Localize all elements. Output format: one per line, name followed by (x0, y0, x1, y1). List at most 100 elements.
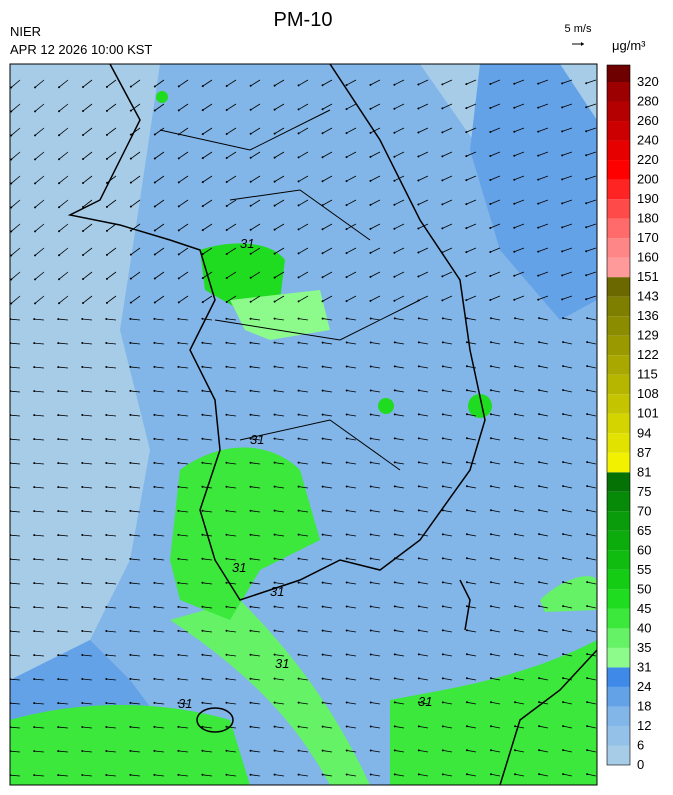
wind-arrow-head (57, 318, 60, 321)
wind-arrow (226, 103, 237, 111)
wind-arrow (490, 557, 501, 561)
wind-arrow (202, 678, 213, 681)
wind-arrow-head (249, 437, 252, 440)
wind-arrow (202, 510, 213, 513)
wind-arrow (82, 630, 93, 633)
wind-arrow (490, 389, 501, 393)
wind-arrow (226, 438, 237, 441)
wind-arrow-head (562, 653, 565, 656)
wind-arrow-head (33, 654, 36, 657)
wind-arrow-head (273, 605, 276, 608)
wind-arrow-head (81, 414, 84, 417)
wind-arrow-head (58, 254, 61, 257)
wind-arrow-head (514, 653, 517, 656)
wind-arrow-head (297, 389, 300, 392)
wind-arrow-head (538, 437, 541, 440)
wind-arrow (418, 605, 429, 609)
wind-arrow-head (81, 366, 84, 369)
legend-label: 70 (637, 503, 651, 518)
wind-arrow-head (249, 653, 252, 656)
wind-arrow (202, 199, 213, 207)
wind-arrow-head (201, 461, 204, 464)
wind-arrow (514, 103, 525, 109)
wind-arrow (586, 199, 597, 204)
wind-arrow (466, 725, 477, 729)
wind-arrow-head (201, 725, 204, 728)
wind-arrow-head (34, 230, 37, 233)
wind-arrow-head (297, 773, 300, 776)
wind-arrow (490, 485, 501, 489)
wind-arrow-head (249, 341, 252, 344)
wind-arrow-head (33, 390, 36, 393)
wind-arrow (226, 223, 237, 231)
wind-scale-head (581, 42, 584, 46)
wind-arrow (442, 127, 453, 133)
wind-arrow (106, 582, 117, 585)
wind-arrow (202, 318, 213, 321)
wind-arrow-head (82, 86, 85, 89)
wind-arrow-head (57, 462, 60, 465)
wind-arrow-head (513, 82, 516, 85)
agency: NIER (10, 24, 41, 39)
wind-arrow (466, 79, 477, 85)
contour-label: 31 (250, 432, 264, 447)
wind-arrow (10, 366, 21, 369)
wind-arrow (394, 654, 405, 657)
wind-arrow (346, 654, 357, 657)
wind-arrow (34, 295, 45, 304)
wind-arrow (514, 581, 525, 585)
wind-arrow (587, 749, 597, 753)
wind-arrow-head (297, 156, 300, 159)
wind-arrow (82, 486, 93, 489)
wind-arrow (466, 175, 477, 181)
wind-arrow (250, 79, 261, 87)
wind-arrow (418, 247, 429, 253)
wind-arrow-head (105, 317, 108, 320)
wind-arrow (394, 79, 405, 86)
wind-arrow-head (273, 413, 276, 416)
legend: 0612182431354045505560657075818794101108… (606, 64, 659, 772)
wind-arrow-head (57, 606, 60, 609)
wind-arrow-head (33, 702, 36, 705)
wind-arrow-head (538, 413, 541, 416)
wind-arrow-head (586, 749, 589, 752)
legend-label: 55 (637, 562, 651, 577)
wind-arrow-head (273, 557, 276, 560)
wind-arrow-head (585, 226, 588, 229)
wind-arrow (202, 390, 213, 393)
wind-arrow (563, 557, 573, 561)
wind-arrow (394, 774, 405, 777)
legend-swatch (607, 472, 630, 492)
wind-arrow-head (297, 485, 300, 488)
pollution-area (170, 447, 320, 620)
wind-arrow-head (321, 557, 324, 560)
wind-arrow-head (225, 533, 228, 536)
wind-arrow-head (201, 437, 204, 440)
wind-arrow (274, 223, 285, 230)
wind-arrow-head (345, 300, 348, 303)
wind-arrow-head (393, 653, 396, 656)
wind-arrow-head (153, 253, 156, 256)
wind-arrow-head (586, 701, 589, 704)
wind-arrow (298, 175, 309, 182)
wind-arrow-head (201, 85, 204, 88)
wind-arrow-head (514, 437, 517, 440)
wind-arrow-head (441, 251, 444, 254)
wind-arrow (514, 271, 525, 277)
wind-arrow (442, 533, 453, 537)
legend-swatch (607, 140, 630, 161)
wind-arrow (539, 461, 549, 465)
wind-arrow (202, 774, 213, 777)
wind-arrow-head (441, 275, 444, 278)
wind-arrow-head (369, 461, 372, 464)
wind-arrow-head (34, 86, 37, 89)
wind-arrow (226, 606, 237, 609)
wind-arrow (274, 486, 285, 489)
wind-arrow-head (273, 749, 276, 752)
wind-arrow-head (201, 701, 204, 704)
wind-arrow (82, 750, 93, 753)
wind-arrow-head (417, 509, 420, 512)
wind-arrow (58, 390, 69, 393)
wind-arrow-head (129, 533, 132, 536)
wind-arrow-head (57, 630, 60, 633)
